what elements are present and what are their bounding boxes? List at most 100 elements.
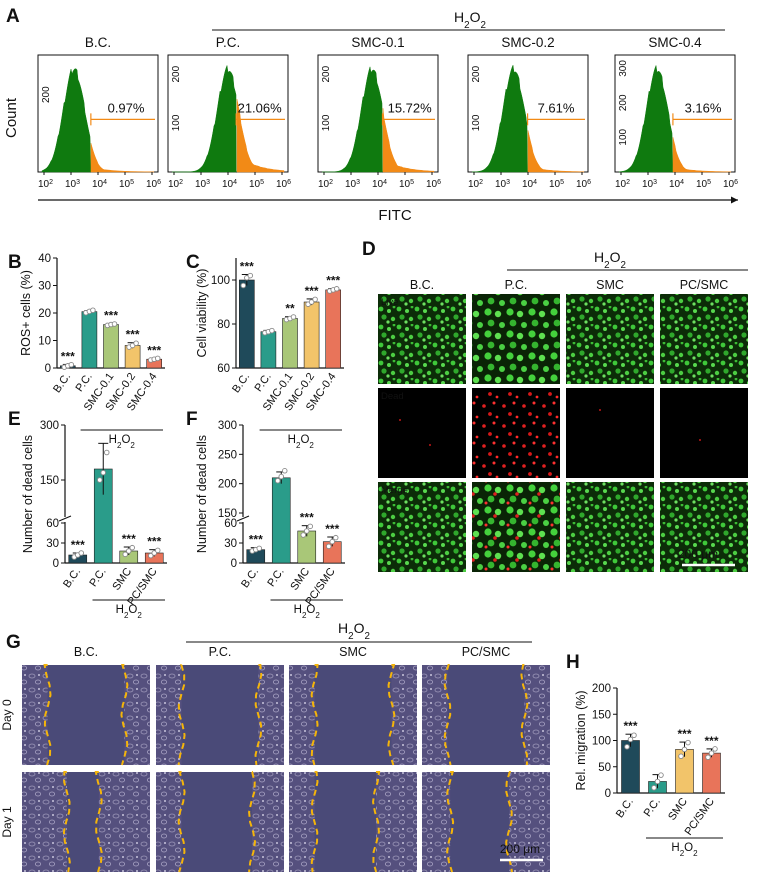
category-label: B.C. [61, 566, 83, 590]
axis-break-mask [237, 517, 249, 522]
ytick-label: 200 [171, 65, 182, 82]
column-label: B.C. [410, 278, 434, 292]
histogram-green [471, 64, 528, 173]
panel-label-f: F [186, 409, 198, 430]
ytick-label: 0 [53, 558, 59, 570]
category-label: B.C. [51, 371, 73, 395]
column-label: PC/SMC [680, 278, 729, 292]
h2o2-group-label: H2O2 [116, 604, 143, 620]
data-point [705, 754, 711, 761]
ytick-label: 100 [618, 128, 629, 145]
wound-edge-line [120, 664, 129, 766]
row-label: Day 1 [0, 806, 14, 838]
ytick-label: 200 [218, 479, 237, 491]
column-label: PC/SMC [462, 645, 511, 659]
data-point [256, 545, 263, 552]
ytick-label: 60 [217, 363, 230, 375]
ytick-label: 200 [41, 86, 52, 103]
ytick-label: 0 [45, 363, 51, 375]
wound-edge-line [254, 664, 263, 766]
data-point [122, 551, 128, 558]
wound-image [422, 664, 550, 766]
data-point [304, 528, 310, 534]
micrograph-live [472, 294, 560, 384]
scratch-gap [447, 665, 525, 765]
micrograph-merge [566, 482, 654, 572]
xtick-label: 102 [468, 179, 483, 191]
ytick-label: 30 [46, 538, 59, 550]
xtick-label: 103 [65, 179, 80, 191]
xtick-label: 103 [345, 179, 360, 191]
micrograph-live [566, 294, 654, 384]
data-point [290, 314, 297, 320]
xtick-label: 106 [146, 179, 161, 191]
panel-label-a: A [6, 6, 20, 27]
ytick-label: 80 [217, 319, 230, 331]
group-title: B.C. [85, 35, 111, 50]
scale-bar-label: 200 μm [678, 547, 718, 561]
data-point [103, 449, 110, 456]
wound-image [156, 664, 284, 766]
xtick-label: 105 [696, 179, 711, 191]
data-point [681, 746, 688, 753]
ytick-label: 200 [592, 683, 611, 695]
wound-edge-line [310, 771, 319, 873]
h2o2-group-label: H2O2 [294, 604, 321, 620]
data-point [627, 736, 634, 743]
category-label: P.C. [265, 566, 286, 589]
ytick-label: 100 [321, 114, 332, 131]
wound-image [156, 771, 284, 873]
xtick-label: 105 [399, 179, 414, 191]
histogram-green [41, 68, 92, 173]
panel-label-h: H [566, 652, 580, 673]
micrograph-dead [472, 388, 560, 478]
ytick-label: 250 [218, 449, 237, 461]
data-point [329, 538, 336, 545]
h2o2-group-label: H2O2 [288, 434, 315, 450]
significance-stars: *** [300, 511, 314, 525]
wound-image [422, 771, 550, 873]
data-point [631, 732, 637, 739]
xtick-label: 104 [522, 179, 537, 191]
bar-P.C. [81, 311, 98, 369]
micrograph-live [660, 294, 748, 384]
h2o2-header-g: H2O2 [338, 620, 370, 642]
scratch-gap [314, 665, 392, 765]
scale-bar-label: 200 μm [500, 842, 540, 856]
data-point [68, 361, 75, 368]
xtick-label: 103 [195, 179, 210, 191]
data-point [147, 552, 154, 559]
significance-stars: ** [285, 302, 295, 316]
significance-stars: *** [126, 328, 140, 342]
data-point [708, 750, 715, 756]
significance-stars: *** [240, 260, 254, 274]
axis-break [58, 515, 72, 522]
xtick-label: 106 [276, 179, 291, 191]
xtick-label: 104 [669, 179, 684, 191]
scratch-gap [181, 772, 252, 872]
group-title: SMC-0.2 [501, 35, 554, 50]
y-axis-label: ROS+ cells (%) [19, 270, 33, 356]
xtick-label: 103 [642, 179, 657, 191]
ytick-label: 150 [218, 508, 237, 520]
xtick-label: 105 [249, 179, 264, 191]
wound-edge-line [62, 771, 71, 873]
histogram-green [172, 65, 237, 173]
scratch-gap [314, 772, 377, 872]
xtick-label: 103 [495, 179, 510, 191]
data-point [269, 327, 275, 334]
data-point [326, 543, 332, 550]
ytick-label: 40 [38, 253, 51, 265]
data-point [125, 548, 132, 554]
y-axis-label: Number of dead cells [21, 435, 35, 553]
dead-cell-dot [599, 409, 601, 411]
xtick-label: 106 [723, 179, 738, 191]
panel-e-dead-cells-chart: 0 30 60 150 300 Number of dead cells *** B.C. P.… [21, 420, 167, 620]
wound-edge-line [505, 771, 514, 873]
bar-SMC-0.2 [303, 301, 320, 369]
data-point [312, 296, 318, 303]
ytick-label: 200 [618, 94, 629, 111]
row-label: Day 0 [0, 699, 14, 731]
panel-d-live-dead-images: H2O2 B.C. P.C. SMC PC/SMC Live Dead Merge 200 μm [378, 249, 748, 572]
dead-cell-dot [399, 419, 401, 421]
